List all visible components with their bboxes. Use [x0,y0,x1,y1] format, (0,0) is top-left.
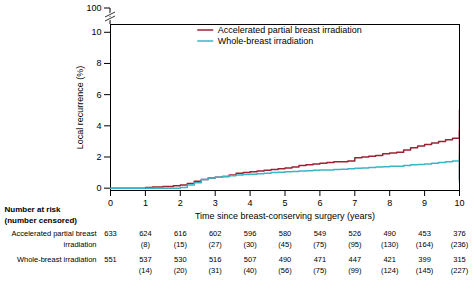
svg-text:8: 8 [387,198,392,208]
svg-text:(8): (8) [141,240,151,249]
svg-text:Number at risk: Number at risk [5,205,62,214]
svg-text:(124): (124) [381,266,399,275]
svg-text:471: 471 [314,255,327,264]
svg-text:453: 453 [418,229,431,238]
svg-text:0: 0 [96,183,101,193]
svg-text:(15): (15) [174,240,188,249]
svg-text:(40): (40) [243,266,257,275]
svg-text:(30): (30) [243,240,257,249]
svg-text:1: 1 [143,198,148,208]
svg-text:6: 6 [96,90,101,100]
svg-text:(130): (130) [381,240,399,249]
svg-text:Accelerated partial breast irr: Accelerated partial breast irradiation [218,25,362,35]
svg-text:4: 4 [248,198,253,208]
svg-text:(75): (75) [313,240,327,249]
svg-text:5: 5 [282,198,287,208]
svg-text:Whole-breast irradiation: Whole-breast irradiation [218,36,314,46]
svg-text:376: 376 [453,229,466,238]
svg-text:399: 399 [418,255,431,264]
svg-text:537: 537 [139,255,152,264]
svg-text:(45): (45) [278,240,292,249]
svg-text:2: 2 [178,198,183,208]
svg-text:(99): (99) [348,266,362,275]
svg-text:100: 100 [86,3,101,13]
svg-text:490: 490 [279,255,292,264]
svg-text:551: 551 [104,255,117,264]
svg-text:530: 530 [174,255,187,264]
svg-text:4: 4 [96,121,101,131]
svg-text:10: 10 [454,198,464,208]
svg-text:(236): (236) [451,240,469,249]
svg-text:(20): (20) [174,266,188,275]
svg-text:(227): (227) [451,266,469,275]
svg-text:irradiation: irradiation [64,240,97,249]
svg-text:(number censored): (number censored) [5,216,78,225]
svg-text:0: 0 [108,198,113,208]
svg-text:421: 421 [383,255,396,264]
svg-text:596: 596 [244,229,257,238]
svg-text:(56): (56) [278,266,292,275]
svg-text:10: 10 [91,27,101,37]
svg-text:580: 580 [279,229,292,238]
svg-text:526: 526 [349,229,362,238]
svg-text:624: 624 [139,229,152,238]
svg-text:633: 633 [104,229,117,238]
svg-text:Accelerated partial breast: Accelerated partial breast [11,229,97,238]
svg-text:549: 549 [314,229,327,238]
svg-text:(31): (31) [209,266,223,275]
svg-text:602: 602 [209,229,222,238]
svg-text:507: 507 [244,255,257,264]
svg-text:2: 2 [96,152,101,162]
svg-text:7: 7 [352,198,357,208]
svg-text:(164): (164) [416,240,434,249]
svg-text:(27): (27) [209,240,223,249]
svg-text:447: 447 [349,255,362,264]
svg-text:Local recurrence (%): Local recurrence (%) [75,66,85,150]
svg-text:(75): (75) [313,266,327,275]
svg-text:490: 490 [383,229,396,238]
svg-text:315: 315 [453,255,466,264]
svg-text:(95): (95) [348,240,362,249]
svg-text:(14): (14) [139,266,153,275]
svg-text:3: 3 [213,198,218,208]
svg-text:8: 8 [96,58,101,68]
svg-text:6: 6 [317,198,322,208]
svg-text:(145): (145) [416,266,434,275]
svg-text:516: 516 [209,255,222,264]
svg-text:Whole-breast irradiation: Whole-breast irradiation [17,255,97,264]
svg-text:Time since breast-conserving s: Time since breast-conserving surgery (ye… [195,211,375,221]
svg-text:9: 9 [422,198,427,208]
svg-text:616: 616 [174,229,187,238]
